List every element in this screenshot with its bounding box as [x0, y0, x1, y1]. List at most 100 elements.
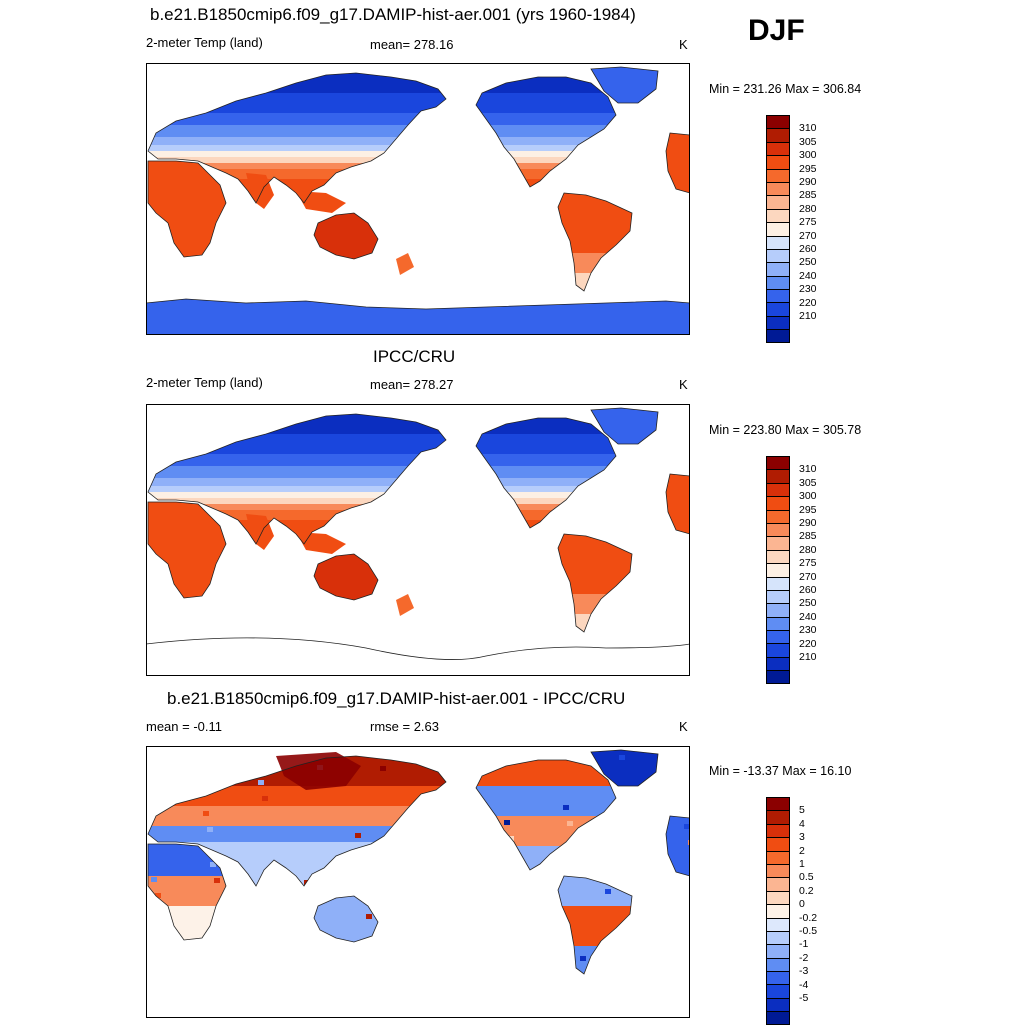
colorbar-swatch [766, 630, 790, 644]
panel-1-mean-label: mean= 278.16 [370, 37, 454, 52]
colorbar-swatch [766, 141, 790, 156]
panel-1-minmax: Min = 231.26 Max = 306.84 [709, 82, 862, 96]
colorbar-tick-label: 285 [799, 189, 817, 202]
colorbar-tick-label: 230 [799, 283, 817, 296]
colorbar-swatch [766, 496, 790, 510]
colorbar-swatch [766, 302, 790, 316]
colorbar-tick-label: 305 [799, 476, 817, 489]
colorbar-tick-label: 220 [799, 637, 817, 650]
panel-1-colorbar [766, 115, 790, 343]
colorbar-swatch [766, 115, 790, 129]
panel-3-minmax: Min = -13.37 Max = 16.10 [709, 764, 852, 778]
colorbar-swatch [766, 971, 790, 985]
colorbar-swatch [766, 944, 790, 958]
panel-2-map [146, 404, 690, 676]
panel-2-minmax: Min = 223.80 Max = 305.78 [709, 423, 862, 437]
panel-1-variable-label: 2-meter Temp (land) [146, 35, 263, 50]
colorbar-swatch [766, 181, 790, 196]
colorbar-tick-label: 275 [799, 216, 817, 229]
colorbar-tick-label: 260 [799, 243, 817, 255]
colorbar-swatch [766, 222, 790, 236]
panel-3-colorbar [766, 797, 790, 1025]
colorbar-swatch [766, 797, 790, 811]
colorbar-swatch [766, 957, 790, 972]
colorbar-tick-label: 240 [799, 610, 817, 623]
colorbar-tick-label: 230 [799, 624, 817, 637]
colorbar-tick-label: 5 [799, 804, 805, 817]
colorbar-tick-label: -4 [799, 978, 809, 991]
colorbar-tick-label: 0 [799, 898, 805, 911]
colorbar-tick-label: 260 [799, 584, 817, 596]
panel-1-units: K [679, 37, 688, 52]
panel-3-units: K [679, 719, 688, 734]
panel-3-rmse-label: rmse = 2.63 [370, 719, 440, 734]
panel-3-mean-label: mean = -0.11 [146, 719, 223, 734]
colorbar-swatch [766, 522, 790, 537]
colorbar-tick-label: 270 [799, 229, 817, 242]
colorbar-tick-label: -5 [799, 992, 809, 1004]
colorbar-tick-label: 280 [799, 202, 817, 215]
colorbar-tick-label: -0.5 [799, 925, 818, 937]
colorbar-tick-label: 240 [799, 269, 817, 282]
colorbar-swatch [766, 248, 790, 263]
colorbar-tick-label: -2 [799, 951, 809, 964]
colorbar-swatch [766, 168, 790, 182]
panel-2-colorbar [766, 456, 790, 684]
colorbar-swatch [766, 509, 790, 523]
colorbar-swatch [766, 810, 790, 824]
colorbar-swatch [766, 589, 790, 604]
colorbar-swatch [766, 456, 790, 470]
colorbar-swatch [766, 275, 790, 290]
colorbar-tick-label: 3 [799, 831, 805, 844]
colorbar-swatch [766, 904, 790, 918]
colorbar-swatch [766, 984, 790, 998]
colorbar-swatch [766, 917, 790, 931]
colorbar-tick-label: 250 [799, 597, 817, 610]
colorbar-swatch [766, 128, 790, 142]
colorbar-tick-label: 2 [799, 844, 805, 857]
panel-1-title: b.e21.B1850cmip6.f09_g17.DAMIP-hist-aer.… [150, 5, 636, 24]
colorbar-tick-label: 0.5 [799, 871, 814, 884]
colorbar-swatch [766, 195, 790, 209]
colorbar-swatch [766, 235, 790, 249]
colorbar-swatch [766, 656, 790, 671]
colorbar-tick-label: 295 [799, 503, 817, 516]
colorbar-swatch [766, 563, 790, 577]
colorbar-swatch [766, 997, 790, 1012]
colorbar-tick-label: 250 [799, 256, 817, 269]
colorbar-tick-label: 220 [799, 296, 817, 309]
colorbar-swatch [766, 670, 790, 684]
colorbar-tick-label: -3 [799, 965, 809, 978]
panel-2-title: IPCC/CRU [373, 347, 456, 366]
colorbar-tick-label: 300 [799, 149, 817, 162]
panel-1-map [146, 63, 690, 335]
colorbar-tick-label: 280 [799, 543, 817, 556]
colorbar-tick-label: -0.2 [799, 911, 818, 924]
colorbar-tick-label: 290 [799, 176, 817, 188]
colorbar-tick-label: 290 [799, 517, 817, 529]
colorbar-swatch [766, 549, 790, 564]
colorbar-tick-label: 270 [799, 570, 817, 583]
colorbar-swatch [766, 1011, 790, 1025]
colorbar-tick-label: 310 [799, 463, 817, 476]
colorbar-tick-label: 285 [799, 530, 817, 543]
panel-2-mean-label: mean= 278.27 [370, 377, 454, 392]
colorbar-swatch [766, 536, 790, 550]
panel-2-variable-label: 2-meter Temp (land) [146, 375, 263, 390]
panel-3-title: b.e21.B1850cmip6.f09_g17.DAMIP-hist-aer.… [167, 689, 626, 708]
colorbar-swatch [766, 616, 790, 631]
colorbar-swatch [766, 262, 790, 276]
colorbar-swatch [766, 155, 790, 169]
colorbar-tick-label: -1 [799, 938, 809, 951]
colorbar-tick-label: 300 [799, 490, 817, 503]
colorbar-swatch [766, 576, 790, 590]
colorbar-swatch [766, 482, 790, 497]
colorbar-tick-label: 305 [799, 135, 817, 148]
colorbar-swatch [766, 837, 790, 851]
colorbar-swatch [766, 863, 790, 878]
colorbar-swatch [766, 469, 790, 483]
season-label: DJF [748, 14, 805, 47]
colorbar-tick-label: 310 [799, 122, 817, 135]
colorbar-swatch [766, 930, 790, 945]
colorbar-swatch [766, 877, 790, 891]
